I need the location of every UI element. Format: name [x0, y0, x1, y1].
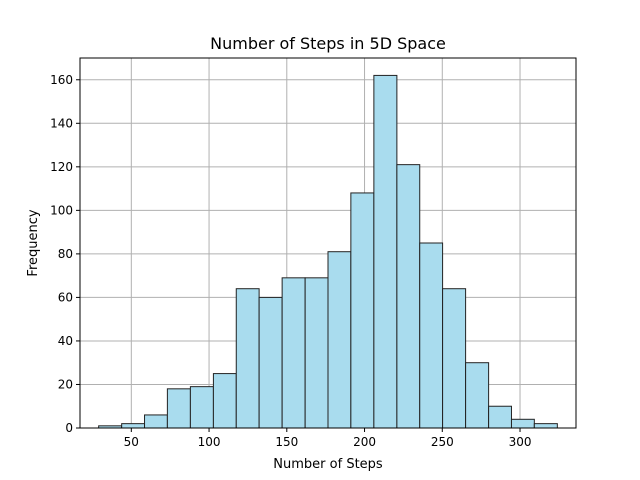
histogram-bar: [189, 386, 214, 429]
y-tick-label: 20: [58, 377, 73, 391]
histogram-bar: [396, 164, 421, 429]
histogram-bar: [488, 405, 512, 429]
histogram-bar: [281, 277, 306, 429]
x-tick-label: 250: [431, 435, 454, 449]
y-tick-label: 120: [50, 160, 73, 174]
x-tick-label: 50: [124, 435, 139, 449]
histogram-bars: [98, 74, 558, 429]
plot-frame: [79, 57, 577, 429]
histogram-bar: [442, 288, 467, 429]
histogram-bar: [304, 277, 329, 429]
x-tick-label: 150: [275, 435, 298, 449]
y-tick-label: 160: [50, 73, 73, 87]
x-tick-label: 300: [509, 435, 532, 449]
histogram-bar: [144, 414, 168, 429]
histogram-bar: [465, 362, 490, 429]
histogram-bar: [350, 192, 375, 429]
histogram-bar: [212, 373, 237, 429]
histogram-bar: [121, 423, 146, 429]
y-axis-ticks: 0 20 40 60 80 100 120 140 160: [50, 73, 80, 435]
y-tick-label: 80: [58, 247, 73, 261]
y-axis-label: Frequency: [26, 209, 41, 276]
y-tick-label: 140: [50, 116, 73, 130]
histogram-bar: [327, 251, 352, 429]
y-tick-label: 100: [50, 203, 73, 217]
histogram-bar: [373, 74, 398, 429]
histogram-bar: [510, 418, 535, 429]
x-tick-label: 200: [353, 435, 376, 449]
chart-title: Number of Steps in 5D Space: [210, 34, 446, 53]
x-axis-label: Number of Steps: [273, 457, 383, 472]
histogram-bar: [258, 296, 283, 429]
y-tick-label: 0: [65, 421, 73, 435]
histogram-bar: [235, 288, 260, 429]
histogram-bar: [166, 388, 191, 429]
y-tick-label: 60: [58, 290, 73, 304]
x-axis-ticks: 50 100 150 200 250 300: [124, 428, 532, 449]
histogram-bar: [533, 423, 558, 429]
y-tick-label: 40: [58, 334, 73, 348]
x-tick-label: 100: [198, 435, 221, 449]
histogram-bar: [419, 242, 444, 429]
